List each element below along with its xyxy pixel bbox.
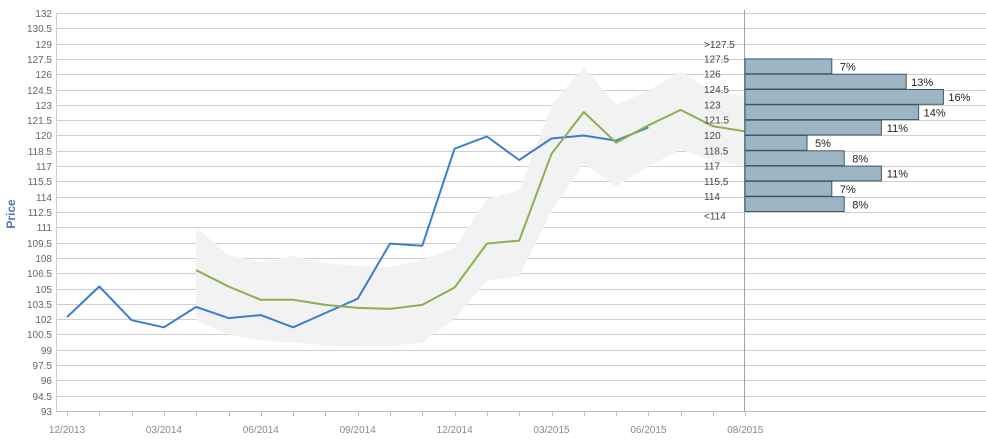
y-tick-label: 123 <box>35 101 52 112</box>
y-tick-label: 94.5 <box>33 392 53 403</box>
y-tick-label: 121.5 <box>27 116 52 127</box>
distribution-bound-label: 123 <box>704 100 721 111</box>
distribution-percent-label: 8% <box>852 199 868 211</box>
distribution-percent-label: 8% <box>852 153 868 165</box>
y-tick-label: 127.5 <box>27 55 52 66</box>
distribution-bar <box>744 119 882 136</box>
distribution-bar <box>744 135 808 151</box>
x-tick-label: 06/2014 <box>243 425 280 436</box>
y-tick-label: 100.5 <box>27 330 52 341</box>
y-tick-label: 132 <box>35 9 52 20</box>
distribution-bar <box>744 104 920 121</box>
y-axis-label: Price <box>4 199 18 229</box>
y-tick-label: 120 <box>35 131 52 142</box>
x-tick-label: 03/2014 <box>146 425 183 436</box>
distribution-percent-label: 16% <box>948 92 970 104</box>
y-tick-label: 114 <box>36 193 52 204</box>
distribution-bound-label: 127.5 <box>704 54 729 65</box>
forecast-range-band <box>196 67 746 347</box>
y-tick-label: 106.5 <box>27 269 52 280</box>
distribution-bar <box>744 150 845 167</box>
forecast-line <box>195 108 746 310</box>
y-tick-label: 99 <box>41 346 53 357</box>
x-tick-label: 09/2014 <box>340 425 377 436</box>
x-tick-label: 03/2015 <box>533 425 570 436</box>
y-tick-label: 96 <box>41 376 53 387</box>
distribution-percent-label: 7% <box>840 184 856 196</box>
distribution-bound-label: 115.5 <box>704 177 729 188</box>
y-tick-label: 117 <box>36 162 52 173</box>
x-tick-label: 12/2014 <box>437 425 474 436</box>
y-tick-label: 130.5 <box>27 24 52 35</box>
y-tick-label: 97.5 <box>33 361 53 372</box>
distribution-percent-label: 14% <box>924 108 946 120</box>
distribution-bound-label: 117 <box>704 162 720 173</box>
distribution-histogram: 7% 13% 16%14% 11% 5% 8% 11% 7% 8% >127.5 127.5 126 1… <box>704 40 971 222</box>
distribution-bound-label: 124.5 <box>704 85 729 96</box>
x-tick-label: 12/2013 <box>49 425 86 436</box>
distribution-percent-label: 7% <box>840 62 856 74</box>
y-tick-labels: 93 94.5 96 97.5 99 100.5 102 103.5 105 106.5 108 10… <box>27 9 52 418</box>
distribution-bound-label: <114 <box>704 211 726 222</box>
series-lines <box>66 108 746 329</box>
y-tick-label: 129 <box>35 40 52 51</box>
distribution-bar <box>744 180 833 197</box>
distribution-percent-label: 11% <box>887 123 908 135</box>
y-tick-label: 93 <box>41 407 53 418</box>
y-tick-label: 103.5 <box>27 300 52 311</box>
distribution-bound-label: 118.5 <box>704 146 729 157</box>
distribution-bar <box>744 58 833 75</box>
y-tick-label: 112.5 <box>28 208 53 219</box>
y-tick-label: 126 <box>35 70 52 81</box>
distribution-percent-label: 13% <box>911 77 933 89</box>
distribution-percent-label: 5% <box>815 138 831 150</box>
y-tick-label: 105 <box>35 285 52 296</box>
y-tick-label: 124.5 <box>27 86 52 97</box>
y-tick-label: 111 <box>37 223 53 234</box>
actual-price-line <box>66 126 649 329</box>
distribution-bar <box>744 196 845 212</box>
x-tick-label: 06/2015 <box>630 425 667 436</box>
y-tick-label: 115.5 <box>28 177 53 188</box>
distribution-bar <box>744 165 882 182</box>
x-tick-label: 08/2015 <box>727 425 764 436</box>
y-tick-label: 108 <box>35 254 52 265</box>
distribution-bar <box>744 89 944 105</box>
y-tick-label: 118.5 <box>28 147 53 158</box>
y-tick-label: 102 <box>35 315 52 326</box>
forecast-range-area <box>196 67 746 347</box>
distribution-bound-label: 121.5 <box>704 116 729 127</box>
y-tick-label: 109.5 <box>27 239 52 250</box>
distribution-bound-label: 114 <box>704 192 720 203</box>
distribution-bar <box>744 73 907 90</box>
distribution-percent-label: 11% <box>887 169 908 181</box>
distribution-bound-label: 120 <box>704 131 721 142</box>
distribution-bound-label: >127.5 <box>704 40 735 51</box>
x-tick-labels: 12/2013 03/2014 06/2014 09/2014 12/2014 03/20… <box>49 425 764 436</box>
distribution-bound-label: 126 <box>704 70 721 81</box>
